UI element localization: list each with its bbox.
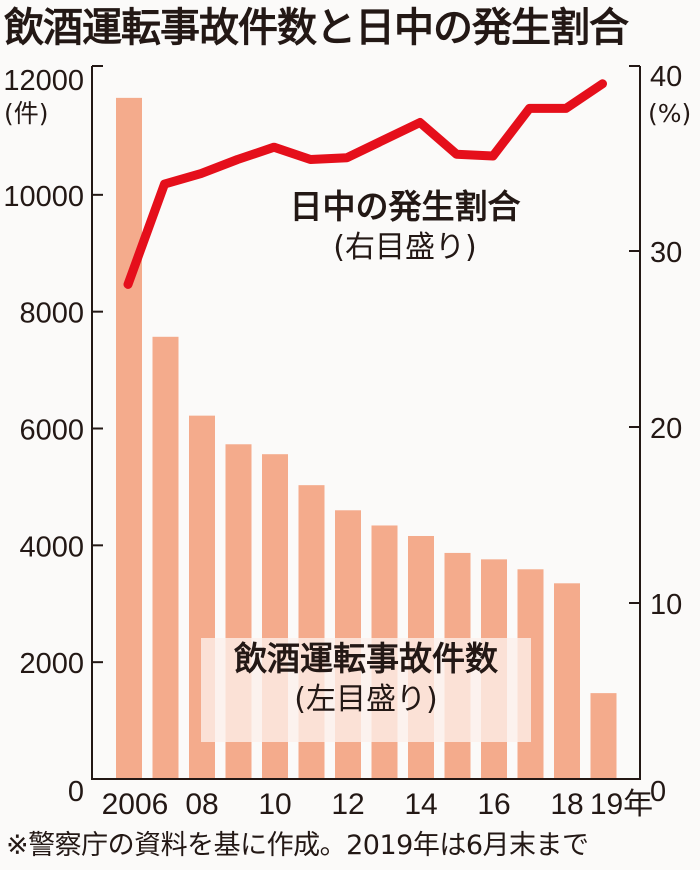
right-tick-label: 0 <box>650 776 666 808</box>
line-series-label: 日中の発生割合 (右目盛り) <box>245 186 565 268</box>
x-tick-label: 18 <box>550 788 583 821</box>
chart-title: 飲酒運転事故件数と日中の発生割合 <box>4 5 629 51</box>
x-tick-label: 14 <box>404 788 437 821</box>
left-tick-label: 4000 <box>19 531 84 563</box>
left-tick-label: 10000 <box>3 181 84 213</box>
x-tick-label: 16 <box>477 788 510 821</box>
left-tick-label: 8000 <box>19 298 84 330</box>
line-label-main: 日中の発生割合 <box>289 187 521 226</box>
bar-2019 <box>590 693 617 779</box>
right-tick-label: 40 <box>650 61 682 93</box>
left-tick-label: 2000 <box>19 648 84 680</box>
x-tick-label: 2006 <box>102 788 169 821</box>
left-tick-label: 12000 <box>3 65 84 97</box>
right-axis-unit: (%) <box>648 99 691 128</box>
left-axis-ticks: 12000 10000 8000 6000 4000 2000 0 <box>3 65 103 808</box>
right-tick-label: 20 <box>650 413 682 445</box>
axes <box>91 65 641 780</box>
x-tick-label: 10 <box>258 788 291 821</box>
bar-series-label: 飲酒運転事故件数 (左目盛り) <box>201 638 531 742</box>
left-tick-label: 0 <box>68 776 84 808</box>
bar-2018 <box>554 583 580 779</box>
bar-label-main: 飲酒運転事故件数 <box>234 639 498 678</box>
bar-2007 <box>152 336 179 779</box>
line-label-sub: (右目盛り) <box>333 230 477 265</box>
x-tick-label: 08 <box>185 788 218 821</box>
left-tick-label: 6000 <box>19 415 84 447</box>
x-tick-label: 12 <box>331 788 364 821</box>
right-tick-label: 30 <box>650 237 682 269</box>
line-series <box>123 79 607 289</box>
x-tick-label: 19年 <box>590 788 653 821</box>
source-note: ※警察庁の資料を基に作成。2019年は6月末まで <box>6 830 589 861</box>
x-axis-ticks: 2006 08 10 12 14 16 18 19年 <box>102 788 654 821</box>
right-axis-ticks: 40 30 20 10 0 <box>629 61 682 808</box>
bar-label-sub: (左目盛り) <box>294 682 438 717</box>
left-axis-unit: (件) <box>4 99 49 128</box>
bar-2006 <box>116 97 142 779</box>
right-tick-label: 10 <box>650 589 682 621</box>
